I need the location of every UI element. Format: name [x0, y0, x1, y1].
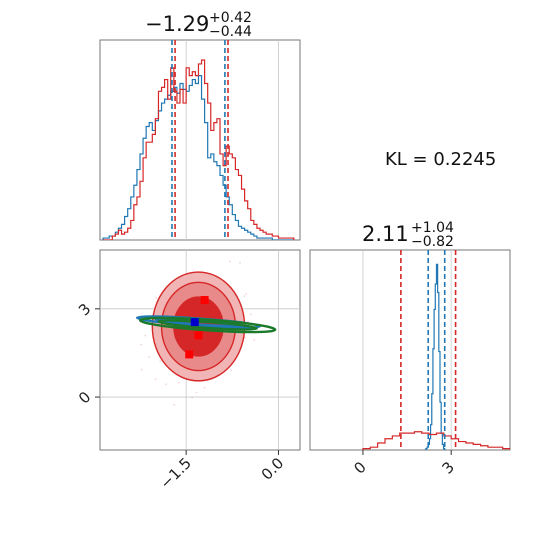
- joint-sample-point: [148, 356, 150, 358]
- marginal-2-title-median: 2.11: [362, 222, 409, 246]
- contour-series-2-level-1: [157, 319, 259, 331]
- panel-marginal-2-frame: [309, 249, 511, 451]
- joint-sample-point: [243, 295, 246, 297]
- panel-marginal-1-frame: [99, 39, 301, 241]
- joint-sample-point: [244, 336, 246, 339]
- panel-marginal-1: −1.29 +0.42 −0.44: [99, 10, 301, 241]
- joint-sample-point: [191, 396, 194, 399]
- panel-marginal-2: 0 3 2.11 +1.04 −0.82: [309, 220, 511, 478]
- joint-sample-point: [230, 369, 233, 372]
- panel-joint: −1.5 0.0 0 3: [75, 249, 301, 493]
- joint-sample-point: [178, 381, 180, 384]
- marginal-1-title-plus: +0.42: [209, 10, 252, 26]
- marginal-2-title-minus: −0.82: [411, 234, 454, 250]
- joint-sample-point: [245, 293, 248, 295]
- joint-sample-point: [144, 334, 147, 337]
- joint-sample-point: [249, 313, 252, 316]
- joint-sample-point: [159, 360, 162, 363]
- joint-marker-1: [194, 331, 203, 340]
- joint-y-tick-label-0: 0: [75, 388, 94, 407]
- joint-marker-2: [185, 350, 194, 359]
- joint-sample-point: [195, 391, 198, 394]
- joint-y-tick-label-1: 3: [75, 300, 94, 319]
- hist-series-0: [102, 75, 294, 240]
- joint-sample-point: [203, 386, 206, 389]
- joint-sample-point: [140, 368, 143, 371]
- kl-annotation: KL = 0.2245: [385, 149, 496, 170]
- joint-x-tick-label-1: 0.0: [258, 454, 288, 484]
- hist-series-1: [362, 431, 510, 450]
- joint-sample-point: [253, 339, 256, 341]
- joint-x-tick-label-0: −1.5: [156, 454, 194, 492]
- joint-sample-point: [228, 260, 231, 263]
- marginal-2-title-plus: +1.04: [411, 220, 454, 236]
- joint-marker-0: [200, 296, 209, 304]
- hist-series-1: [103, 59, 295, 240]
- panel-joint-frame: [99, 249, 301, 451]
- contour-series-2-level-0: [138, 316, 277, 334]
- marginal-1-title-minus: −0.44: [209, 24, 252, 40]
- joint-sample-point: [155, 296, 158, 299]
- marginal-2-x-tick-label-1: 3: [439, 458, 458, 477]
- joint-marker-3: [190, 318, 199, 327]
- joint-sample-point: [140, 343, 143, 346]
- joint-sample-point: [154, 378, 157, 381]
- joint-sample-point: [239, 261, 241, 264]
- joint-sample-point: [173, 404, 176, 406]
- marginal-1-title-median: −1.29: [145, 12, 209, 36]
- marginal-2-x-tick-label-0: 0: [350, 458, 369, 477]
- joint-sample-point: [247, 320, 249, 323]
- joint-sample-point: [165, 383, 168, 386]
